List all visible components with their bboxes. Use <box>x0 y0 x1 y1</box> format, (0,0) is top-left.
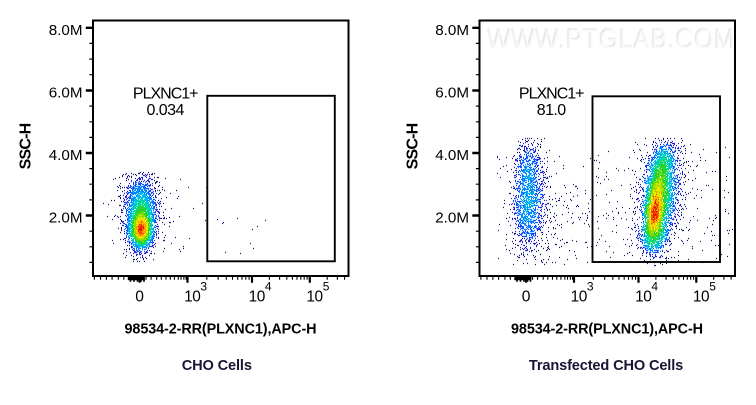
svg-text:98534-2-RR(PLXNC1),APC-H: 98534-2-RR(PLXNC1),APC-H <box>511 321 703 337</box>
svg-text:2.0M: 2.0M <box>435 210 469 227</box>
svg-text:0: 0 <box>135 288 144 305</box>
svg-text:0: 0 <box>522 288 531 305</box>
svg-text:98534-2-RR(PLXNC1),APC-H: 98534-2-RR(PLXNC1),APC-H <box>125 321 317 337</box>
svg-text:6.0M: 6.0M <box>49 85 83 102</box>
svg-text:WWW.PTGLAB.COM: WWW.PTGLAB.COM <box>487 23 735 54</box>
svg-text:4.0M: 4.0M <box>435 147 469 164</box>
svg-text:81.0: 81.0 <box>537 102 567 119</box>
svg-text:2.0M: 2.0M <box>49 210 83 227</box>
svg-text:6.0M: 6.0M <box>435 85 469 102</box>
svg-text:Transfected CHO Cells: Transfected CHO Cells <box>529 358 683 374</box>
svg-text:8.0M: 8.0M <box>435 22 469 39</box>
svg-text:4.0M: 4.0M <box>49 147 83 164</box>
svg-text:PLXNC1+: PLXNC1+ <box>519 85 584 102</box>
svg-text:8.0M: 8.0M <box>49 22 83 39</box>
svg-text:WWW.PTGLAB.COM: WWW.PTGLAB.COM <box>488 24 736 55</box>
svg-text:SSC-H: SSC-H <box>18 123 35 169</box>
svg-text:PLXNC1+: PLXNC1+ <box>133 85 198 102</box>
svg-text:CHO Cells: CHO Cells <box>182 358 252 374</box>
svg-text:SSC-H: SSC-H <box>404 123 421 169</box>
svg-text:0.034: 0.034 <box>147 102 185 119</box>
